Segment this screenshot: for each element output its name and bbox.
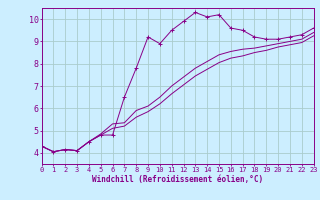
X-axis label: Windchill (Refroidissement éolien,°C): Windchill (Refroidissement éolien,°C) (92, 175, 263, 184)
